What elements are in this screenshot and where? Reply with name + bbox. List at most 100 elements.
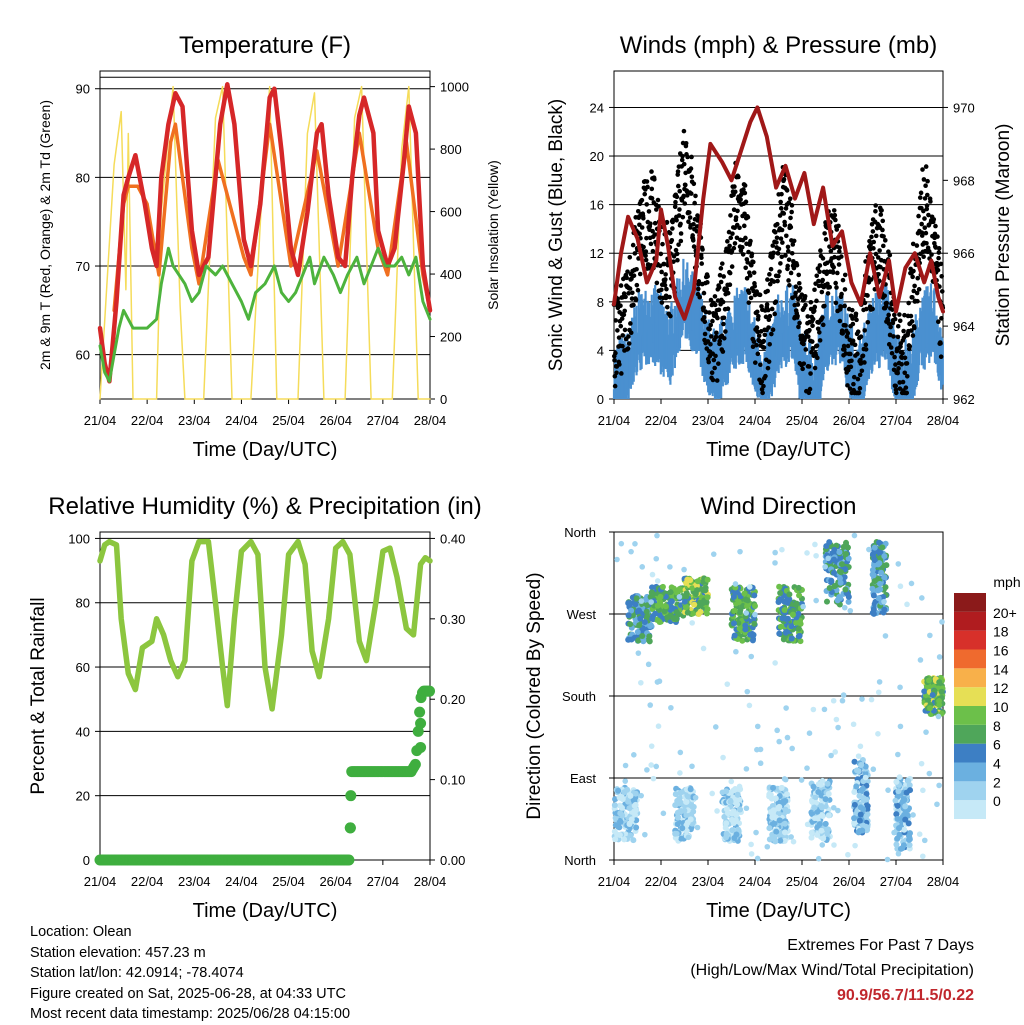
- gust-point: [835, 270, 840, 276]
- gust-point: [887, 252, 893, 258]
- direction-point: [776, 738, 783, 745]
- gust-point: [790, 242, 796, 247]
- direction-point: [631, 802, 638, 809]
- winds-ytick-right-label: 966: [953, 246, 975, 261]
- gust-point: [711, 357, 717, 363]
- direction-point: [781, 776, 788, 782]
- direction-point: [677, 790, 684, 797]
- direction-point: [788, 834, 794, 840]
- gust-point: [888, 345, 894, 350]
- gust-point: [908, 328, 914, 333]
- direction-point: [730, 593, 737, 600]
- gust-point: [786, 257, 792, 263]
- direction-point: [633, 824, 640, 831]
- gust-point: [801, 361, 807, 366]
- gust-point: [716, 307, 722, 313]
- station-info: Location: Olean Station elevation: 457.2…: [30, 922, 350, 1025]
- direction-point: [712, 724, 719, 730]
- winds-xtick-label: 28/04: [927, 413, 960, 428]
- gust-point: [796, 272, 802, 278]
- gust-point: [827, 284, 833, 290]
- direction-point: [674, 830, 680, 837]
- gust-point: [848, 351, 853, 357]
- direction-point: [766, 825, 773, 832]
- gust-point: [631, 273, 637, 278]
- gust-point: [838, 304, 844, 310]
- direction-point: [639, 632, 646, 639]
- gust-point: [720, 299, 726, 305]
- gust-point: [836, 223, 841, 229]
- direction-point: [851, 820, 858, 827]
- gust-point: [780, 240, 785, 245]
- gust-point: [910, 295, 915, 300]
- direction-point: [653, 763, 660, 770]
- gust-point: [910, 241, 916, 247]
- gust-point: [909, 319, 915, 324]
- gust-point: [766, 325, 771, 330]
- gust-point: [701, 314, 707, 320]
- direction-point: [882, 633, 889, 639]
- gust-point: [936, 255, 941, 261]
- direction-point: [777, 837, 784, 844]
- gust-point: [803, 302, 808, 308]
- gust-point: [796, 281, 802, 286]
- direction-point: [781, 598, 788, 605]
- gust-point: [672, 204, 678, 210]
- gust-point: [746, 249, 751, 255]
- gust-point: [834, 285, 839, 290]
- gust-point: [914, 243, 920, 248]
- direction-point: [772, 660, 778, 666]
- gust-point: [788, 215, 793, 221]
- gust-point: [933, 223, 938, 229]
- humidity-ytick-right-label: 0.10: [440, 773, 465, 788]
- direction-point: [845, 593, 852, 600]
- direction-point: [828, 752, 834, 759]
- direction-ytick-label: North: [564, 525, 596, 540]
- direction-point: [923, 729, 929, 735]
- gust-point: [751, 270, 757, 275]
- gust-point: [623, 294, 628, 300]
- direction-point: [636, 622, 643, 629]
- gust-point: [645, 184, 650, 190]
- direction-point: [749, 637, 756, 644]
- gust-point: [895, 370, 900, 376]
- direction-point: [611, 802, 618, 809]
- gust-point: [639, 225, 645, 230]
- gust-point: [714, 378, 720, 383]
- gust-point: [820, 277, 825, 283]
- direction-point: [612, 815, 619, 822]
- direction-point: [862, 774, 869, 781]
- gust-point: [715, 298, 721, 303]
- direction-xtick-label: 28/04: [927, 874, 960, 889]
- gust-point: [938, 261, 944, 267]
- legend-swatch: [954, 743, 986, 763]
- gust-point: [928, 199, 933, 204]
- direction-point: [784, 734, 791, 741]
- direction-point: [939, 619, 945, 625]
- direction-point: [906, 830, 913, 837]
- direction-xlabel: Time (Day/UTC): [706, 900, 851, 922]
- gust-point: [787, 196, 793, 201]
- direction-point: [770, 784, 777, 791]
- gust-point: [910, 274, 915, 280]
- direction-point: [800, 603, 806, 610]
- direction-point: [851, 815, 858, 822]
- direction-point: [689, 585, 696, 592]
- gust-point: [831, 264, 836, 270]
- temperature-plot-frame: [99, 70, 431, 400]
- humidity-xtick-label: 21/04: [84, 874, 117, 889]
- gust-point: [885, 317, 891, 323]
- gust-point: [864, 306, 869, 312]
- gust-point: [748, 295, 754, 301]
- direction-point: [731, 632, 738, 639]
- legend-label: 4: [993, 756, 1001, 772]
- direction-point: [816, 821, 823, 828]
- gust-point: [814, 343, 820, 348]
- gust-point: [858, 334, 864, 340]
- gust-point: [825, 291, 831, 296]
- gust-point: [718, 266, 724, 271]
- precip-point: [344, 822, 356, 834]
- direction-point: [825, 555, 831, 562]
- gust-point: [732, 241, 738, 246]
- direction-point: [850, 721, 857, 728]
